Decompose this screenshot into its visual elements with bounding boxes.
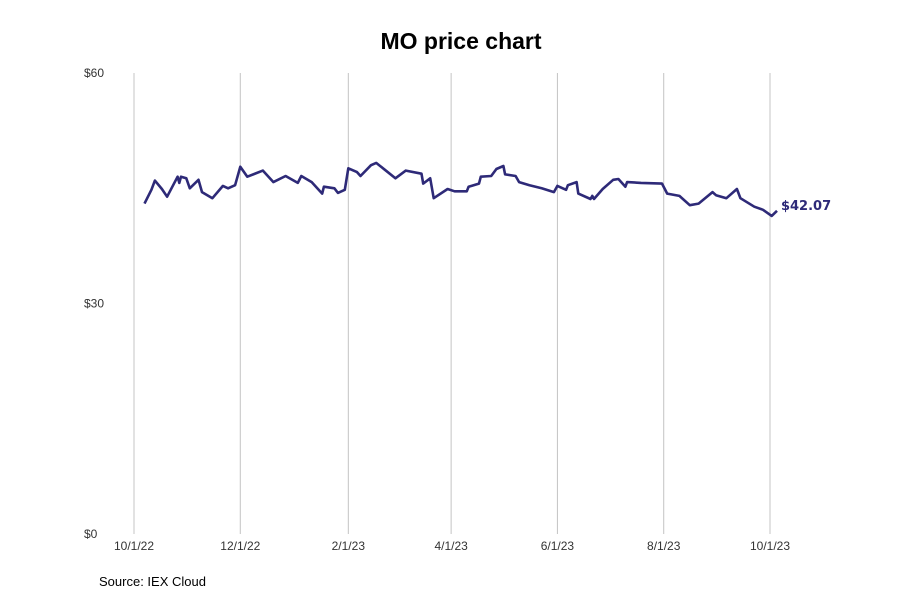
x-tick-label: 10/1/23 (750, 539, 790, 553)
x-tick-label: 12/1/22 (220, 539, 260, 553)
y-tick-label: $60 (84, 66, 104, 80)
y-tick-label: $0 (84, 527, 98, 541)
x-tick-label: 10/1/22 (114, 539, 154, 553)
x-tick-label: 8/1/23 (647, 539, 681, 553)
chart-title: MO price chart (380, 28, 542, 54)
y-tick-label: $30 (84, 297, 104, 311)
x-tick-label: 2/1/23 (332, 539, 366, 553)
x-tick-label: 4/1/23 (434, 539, 468, 553)
last-price-label: $42.07 (781, 199, 831, 214)
x-tick-label: 6/1/23 (541, 539, 575, 553)
source-note: Source: IEX Cloud (99, 574, 206, 589)
price-line (143, 161, 778, 218)
